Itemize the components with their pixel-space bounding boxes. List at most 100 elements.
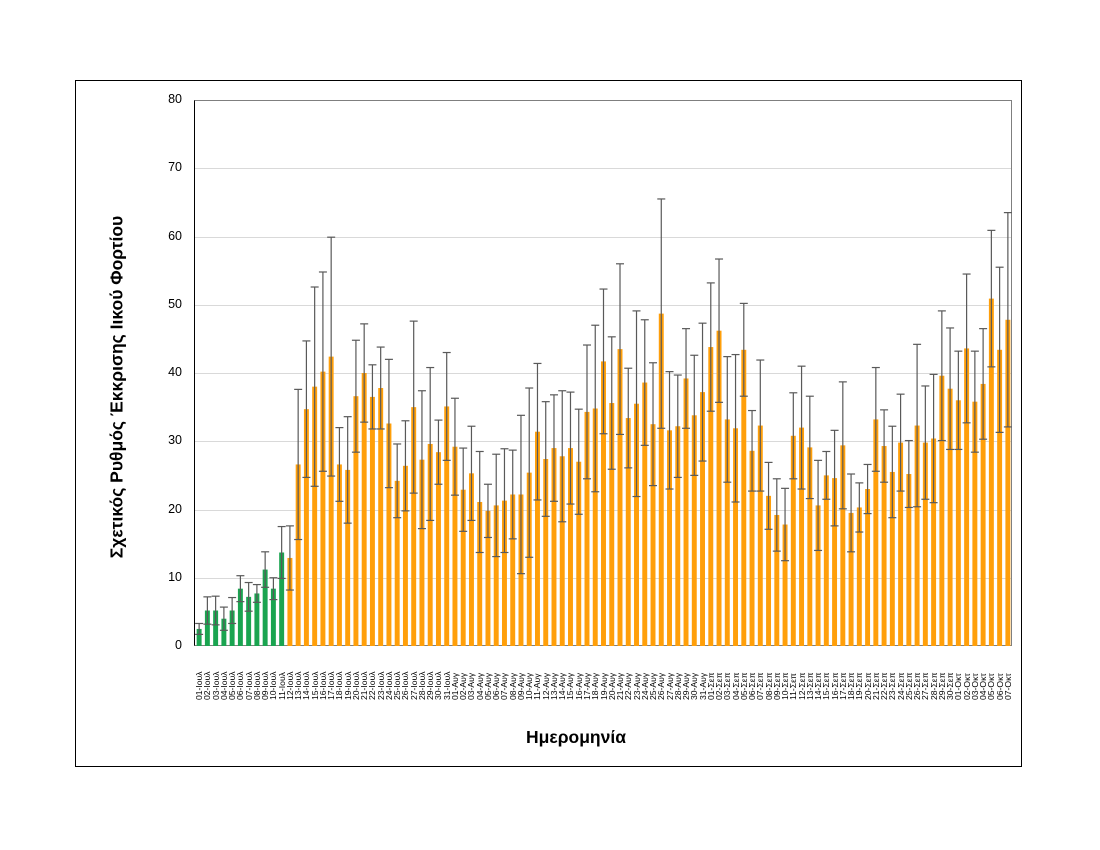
bar bbox=[972, 401, 978, 646]
bar bbox=[988, 298, 994, 646]
gridline bbox=[195, 237, 1011, 238]
y-tick-label: 10 bbox=[168, 570, 182, 584]
bar bbox=[700, 392, 705, 646]
bar bbox=[237, 588, 243, 646]
bar bbox=[535, 431, 540, 646]
bar bbox=[427, 443, 433, 646]
bar bbox=[807, 447, 813, 646]
bar bbox=[658, 313, 664, 646]
y-axis-title: Σχετικός Ρυθμός Έκκρισης Ιικού Φορτίου bbox=[106, 215, 127, 559]
y-tick-label: 0 bbox=[175, 638, 182, 652]
bar bbox=[584, 411, 590, 646]
bar bbox=[955, 400, 961, 646]
bar bbox=[766, 495, 772, 646]
y-tick-label: 30 bbox=[168, 433, 182, 447]
bar bbox=[980, 383, 986, 646]
bar bbox=[683, 378, 689, 646]
bar bbox=[551, 448, 557, 646]
bar bbox=[213, 610, 219, 646]
bar bbox=[708, 347, 714, 646]
bar bbox=[675, 426, 681, 646]
bar bbox=[741, 349, 747, 646]
bar bbox=[650, 424, 656, 646]
bar bbox=[881, 446, 887, 646]
bar bbox=[369, 396, 375, 646]
bar bbox=[749, 450, 755, 646]
bar bbox=[353, 396, 359, 646]
bar bbox=[345, 469, 351, 646]
bar bbox=[691, 415, 697, 646]
bar bbox=[270, 588, 276, 646]
bar bbox=[312, 386, 318, 646]
bar bbox=[634, 403, 639, 646]
bar bbox=[279, 552, 285, 646]
bar bbox=[757, 425, 763, 646]
bar bbox=[642, 382, 648, 646]
bar bbox=[378, 388, 384, 646]
bar bbox=[790, 435, 796, 646]
bar bbox=[848, 512, 854, 646]
bar bbox=[667, 430, 672, 646]
bar bbox=[526, 472, 532, 646]
gridline bbox=[195, 168, 1011, 169]
chart-frame bbox=[75, 80, 1022, 767]
bar bbox=[295, 464, 301, 646]
bar bbox=[402, 465, 408, 646]
bar bbox=[328, 356, 334, 646]
bar bbox=[460, 489, 466, 646]
bar bbox=[510, 494, 516, 646]
bar bbox=[254, 593, 260, 646]
bar bbox=[568, 448, 573, 646]
bar bbox=[898, 442, 904, 646]
bar bbox=[287, 557, 293, 646]
bar bbox=[724, 419, 730, 646]
bar bbox=[931, 438, 937, 646]
bar bbox=[543, 459, 549, 646]
bar bbox=[394, 480, 400, 646]
bar bbox=[914, 425, 920, 646]
bar bbox=[411, 407, 417, 647]
bar bbox=[435, 452, 441, 646]
bar bbox=[485, 510, 491, 646]
bar bbox=[493, 505, 499, 646]
bar bbox=[559, 456, 565, 646]
y-tick-label: 70 bbox=[168, 160, 182, 174]
bar bbox=[815, 505, 821, 646]
bar bbox=[601, 361, 606, 646]
bar bbox=[997, 349, 1003, 646]
bar bbox=[782, 524, 788, 646]
bar bbox=[733, 428, 739, 646]
bar bbox=[1005, 319, 1011, 646]
bar bbox=[865, 489, 871, 646]
bar bbox=[964, 348, 970, 646]
bar bbox=[501, 500, 507, 646]
bar bbox=[592, 408, 598, 646]
bar bbox=[774, 514, 780, 646]
bar bbox=[336, 464, 342, 646]
bar bbox=[229, 610, 235, 646]
x-tick-label: 07-Οκτ bbox=[1002, 673, 1013, 700]
bar bbox=[947, 388, 953, 646]
bar bbox=[625, 418, 631, 646]
bar bbox=[609, 403, 615, 646]
bar bbox=[262, 569, 268, 646]
bar bbox=[906, 474, 912, 646]
bar bbox=[361, 373, 367, 646]
bar bbox=[320, 371, 326, 646]
x-axis-title: Ημερομηνία bbox=[526, 727, 626, 747]
bar bbox=[922, 442, 928, 646]
y-tick-label: 40 bbox=[168, 365, 182, 379]
bar bbox=[246, 596, 252, 646]
bar bbox=[889, 471, 895, 646]
y-tick-label: 50 bbox=[168, 297, 182, 311]
bar bbox=[419, 459, 425, 646]
y-tick-label: 80 bbox=[168, 92, 182, 106]
bar bbox=[576, 461, 582, 646]
y-tick-label: 20 bbox=[168, 502, 182, 516]
bar bbox=[873, 419, 879, 646]
bar bbox=[840, 445, 846, 646]
bar bbox=[444, 406, 450, 646]
bar bbox=[452, 446, 458, 646]
bar bbox=[477, 501, 483, 646]
